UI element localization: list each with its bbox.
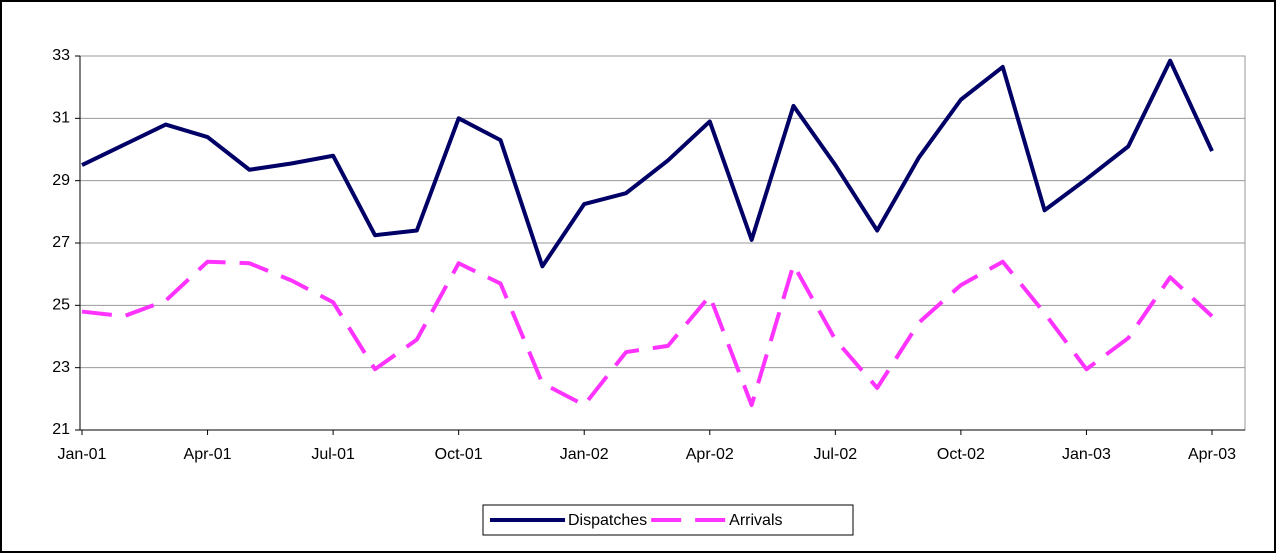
x-tick-label: Apr-01 xyxy=(184,446,232,463)
x-tick-label: Oct-02 xyxy=(937,446,985,463)
y-tick-label: 21 xyxy=(52,421,70,438)
y-tick-label: 25 xyxy=(52,297,70,314)
x-tick-label: Jul-01 xyxy=(311,446,355,463)
legend-label: Arrivals xyxy=(729,512,782,529)
y-tick-label: 29 xyxy=(52,172,70,189)
legend-label: Dispatches xyxy=(568,512,647,529)
series-line xyxy=(81,259,1214,408)
y-tick-label: 23 xyxy=(52,359,70,376)
x-tick-label: Jan-02 xyxy=(560,446,609,463)
x-tick-label: Jul-02 xyxy=(814,446,858,463)
x-tick-label: Apr-03 xyxy=(1188,446,1236,463)
y-tick-label: 31 xyxy=(52,110,70,127)
x-tick-label: Apr-02 xyxy=(686,446,734,463)
x-tick-label: Oct-01 xyxy=(435,446,483,463)
y-tick-label: 33 xyxy=(52,47,70,64)
x-tick-label: Jan-03 xyxy=(1062,446,1111,463)
y-tick-label: 27 xyxy=(52,234,70,251)
series-line xyxy=(81,58,1214,269)
x-tick-label: Jan-01 xyxy=(58,446,107,463)
